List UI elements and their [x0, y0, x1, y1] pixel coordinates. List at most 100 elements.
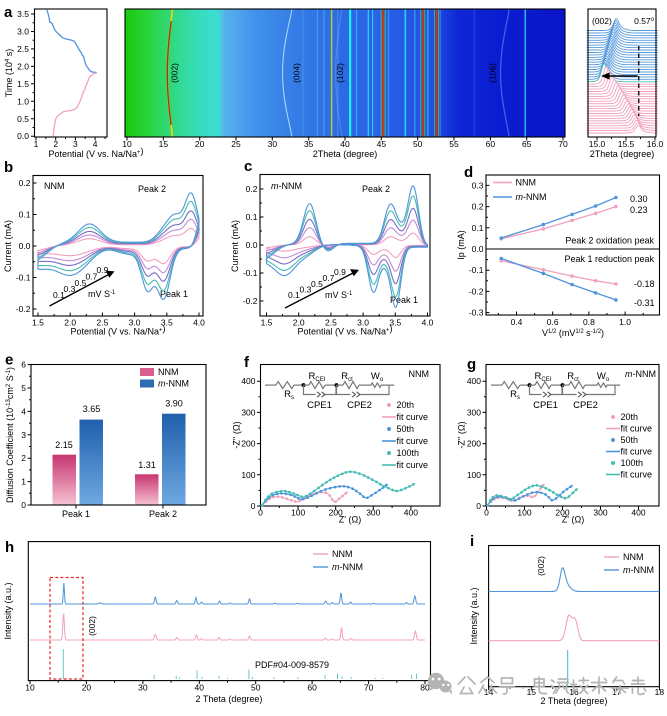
- svg-text:17: 17: [612, 687, 622, 697]
- svg-text:0.7: 0.7: [323, 273, 335, 283]
- svg-text:3.5: 3.5: [389, 318, 401, 328]
- svg-text:Peak 2 oxidation peak: Peak 2 oxidation peak: [565, 236, 654, 246]
- svg-text:(002): (002): [592, 16, 612, 26]
- svg-text:400: 400: [241, 376, 255, 386]
- svg-text:100: 100: [517, 508, 531, 518]
- svg-text:0.2: 0.2: [19, 178, 31, 188]
- svg-text:Peak 2: Peak 2: [362, 184, 390, 194]
- svg-text:100: 100: [241, 470, 255, 480]
- svg-text:100th: 100th: [397, 448, 420, 458]
- svg-text:200: 200: [467, 439, 481, 449]
- svg-text:i: i: [470, 533, 474, 550]
- svg-text:Diffusion Coefficient (10-13cm: Diffusion Coefficient (10-13cm2 S-1): [5, 367, 15, 503]
- svg-text:15.0: 15.0: [589, 139, 606, 149]
- svg-text:50: 50: [413, 139, 423, 149]
- svg-text:CPE1: CPE1: [533, 400, 558, 411]
- svg-text:Current (mA): Current (mA): [230, 220, 240, 272]
- svg-text:Rs: Rs: [510, 389, 520, 401]
- svg-text:2.0: 2.0: [293, 318, 305, 328]
- svg-text:2.0: 2.0: [64, 318, 76, 328]
- svg-text:Intensity (a.u.): Intensity (a.u.): [469, 587, 479, 644]
- svg-text:55: 55: [449, 139, 459, 149]
- svg-text:0.0: 0.0: [246, 240, 258, 250]
- svg-text:0.1: 0.1: [246, 212, 258, 222]
- svg-text:10: 10: [122, 139, 132, 149]
- svg-text:fit curve: fit curve: [397, 412, 429, 422]
- svg-text:200: 200: [329, 508, 343, 518]
- svg-text:(002): (002): [536, 556, 546, 576]
- svg-text:0.9: 0.9: [97, 265, 109, 275]
- svg-text:6: 6: [21, 360, 26, 370]
- svg-text:h: h: [5, 539, 14, 556]
- svg-text:4.0: 4.0: [422, 318, 434, 328]
- svg-text:2.0: 2.0: [17, 61, 29, 71]
- svg-text:1: 1: [34, 139, 39, 149]
- svg-text:m-NNM: m-NNM: [158, 379, 189, 389]
- svg-text:NNM: NNM: [44, 181, 65, 191]
- svg-text:2 Theta (degree): 2 Theta (degree): [541, 696, 608, 706]
- svg-text:Intensity (a.u.): Intensity (a.u.): [3, 582, 13, 639]
- svg-text:(102): (102): [335, 63, 345, 83]
- svg-text:Peak 1: Peak 1: [62, 509, 90, 519]
- svg-text:0.0: 0.0: [19, 241, 31, 251]
- svg-text:2.5: 2.5: [96, 318, 108, 328]
- svg-text:65: 65: [522, 139, 532, 149]
- svg-text:0.2: 0.2: [472, 202, 484, 212]
- svg-text:50th: 50th: [397, 424, 415, 434]
- svg-text:20th: 20th: [397, 400, 415, 410]
- svg-text:0.57o: 0.57o: [634, 16, 655, 26]
- svg-text:fit curve: fit curve: [621, 470, 653, 480]
- svg-text:Potential (V vs. Na/Na+): Potential (V vs. Na/Na+): [70, 324, 165, 337]
- svg-text:0.0: 0.0: [472, 244, 484, 254]
- svg-text:15.5: 15.5: [618, 139, 635, 149]
- svg-text:m-NNM: m-NNM: [516, 192, 547, 202]
- svg-text:70: 70: [364, 683, 374, 693]
- svg-text:300: 300: [467, 407, 481, 417]
- svg-text:Z' (Ω): Z' (Ω): [339, 515, 361, 525]
- svg-text:Rct: Rct: [567, 371, 579, 383]
- svg-text:b: b: [4, 159, 13, 176]
- svg-text:2.15: 2.15: [55, 440, 73, 450]
- svg-text:45: 45: [377, 139, 387, 149]
- svg-text:400: 400: [467, 376, 481, 386]
- svg-text:fit curve: fit curve: [621, 424, 653, 434]
- svg-text:60: 60: [307, 683, 317, 693]
- svg-text:0: 0: [484, 508, 489, 518]
- svg-text:Current (mA): Current (mA): [3, 220, 13, 272]
- svg-text:c: c: [244, 158, 252, 175]
- svg-text:3.5: 3.5: [161, 318, 173, 328]
- svg-text:3: 3: [21, 430, 26, 440]
- svg-text:Peak 1: Peak 1: [390, 295, 418, 305]
- svg-text:200: 200: [241, 439, 255, 449]
- svg-text:0.3: 0.3: [64, 284, 76, 294]
- svg-text:0.2: 0.2: [246, 184, 258, 194]
- svg-text:fit curve: fit curve: [621, 447, 653, 457]
- svg-text:(004): (004): [291, 63, 301, 83]
- svg-text:50th: 50th: [621, 435, 639, 445]
- svg-text:2.5: 2.5: [17, 44, 29, 54]
- svg-text:10: 10: [25, 683, 35, 693]
- svg-text:2.5: 2.5: [325, 318, 337, 328]
- svg-text:4: 4: [93, 139, 98, 149]
- svg-text:15: 15: [159, 139, 169, 149]
- svg-text:0.30: 0.30: [630, 194, 648, 204]
- svg-text:m-NNM: m-NNM: [332, 562, 363, 572]
- svg-text:0.1: 0.1: [19, 210, 31, 220]
- svg-text:(002): (002): [87, 616, 97, 636]
- svg-text:NNM: NNM: [409, 369, 430, 379]
- svg-text:1.31: 1.31: [138, 460, 156, 470]
- svg-text:2Theta (degree): 2Theta (degree): [313, 149, 378, 159]
- svg-text:·: ·: [521, 679, 526, 696]
- svg-text:-Z'' (Ω): -Z'' (Ω): [457, 421, 467, 448]
- svg-text:-0.1: -0.1: [16, 273, 31, 283]
- svg-text:0.5: 0.5: [17, 114, 29, 124]
- svg-text:mV S-1: mV S-1: [88, 289, 116, 299]
- svg-text:Rct: Rct: [341, 371, 353, 383]
- svg-text:-0.1: -0.1: [243, 268, 258, 278]
- svg-text:Rs: Rs: [284, 389, 294, 401]
- svg-text:0: 0: [251, 501, 256, 511]
- svg-text:0.5: 0.5: [311, 279, 323, 289]
- svg-text:300: 300: [593, 508, 607, 518]
- svg-text:1.5: 1.5: [17, 79, 29, 89]
- svg-text:300: 300: [241, 407, 255, 417]
